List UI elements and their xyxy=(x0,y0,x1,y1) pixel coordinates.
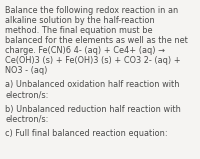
Text: NO3 - (aq): NO3 - (aq) xyxy=(5,66,47,75)
Text: Ce(OH)3 (s) + Fe(OH)3 (s) + CO3 2- (aq) +: Ce(OH)3 (s) + Fe(OH)3 (s) + CO3 2- (aq) … xyxy=(5,56,181,65)
Text: charge. Fe(CN)6 4- (aq) + Ce4+ (aq) →: charge. Fe(CN)6 4- (aq) + Ce4+ (aq) → xyxy=(5,46,165,55)
Text: method. The final equation must be: method. The final equation must be xyxy=(5,26,153,35)
Text: c) Full final balanced reaction equation:: c) Full final balanced reaction equation… xyxy=(5,129,168,138)
Text: electron/s:: electron/s: xyxy=(5,115,48,124)
Text: balanced for the elements as well as the net: balanced for the elements as well as the… xyxy=(5,36,188,45)
Text: a) Unbalanced oxidation half reaction with: a) Unbalanced oxidation half reaction wi… xyxy=(5,80,180,90)
Text: b) Unbalanced reduction half reaction with: b) Unbalanced reduction half reaction wi… xyxy=(5,105,181,114)
Text: Balance the following redox reaction in an: Balance the following redox reaction in … xyxy=(5,6,178,15)
Text: electron/s:: electron/s: xyxy=(5,90,48,100)
Text: alkaline solution by the half-reaction: alkaline solution by the half-reaction xyxy=(5,16,155,25)
